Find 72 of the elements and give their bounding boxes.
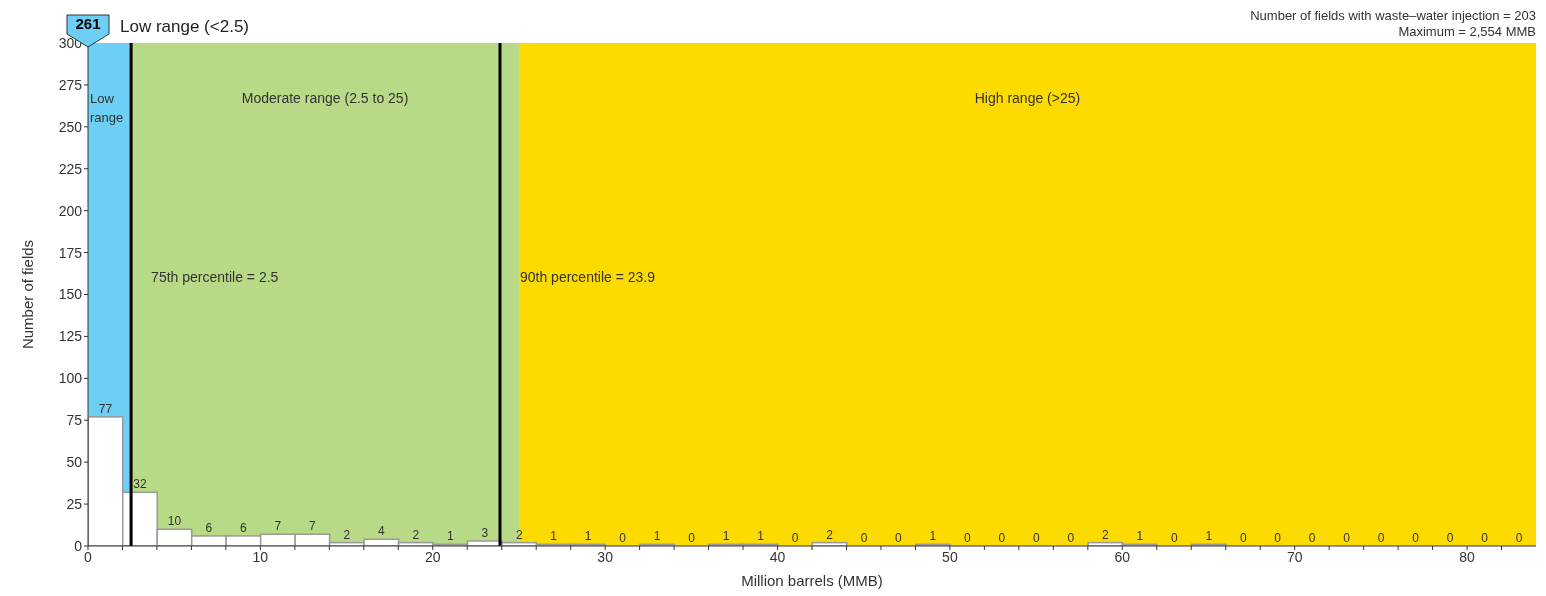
text: Low range (<2.5) (120, 17, 249, 37)
data-label: 0 (964, 531, 972, 545)
data-label: 0 (1308, 531, 1316, 545)
data-label: 0 (1343, 531, 1351, 545)
y-tick-label: 25 (66, 496, 83, 513)
y-tick-label: 200 (58, 202, 83, 219)
x-tick-label: 60 (1114, 548, 1131, 565)
x-tick-label: 50 (942, 548, 958, 565)
x-tick-label: 40 (769, 548, 786, 565)
data-label: 6 (205, 520, 213, 535)
data-label: 4 (377, 524, 385, 539)
y-tick-label: 50 (66, 454, 83, 471)
text: Number of fields with waste–water injection = 203 (1250, 8, 1536, 24)
x-tick-label: 70 (1286, 548, 1303, 565)
data-label: 1 (446, 529, 454, 544)
data-label: 0 (1033, 531, 1041, 545)
x-tick-label: 30 (597, 548, 614, 565)
data-label: 0 (1446, 531, 1454, 545)
data-label: 0 (1481, 531, 1489, 545)
ref-line-label: 90th percentile = 23.9 (519, 268, 656, 285)
data-label: 1 (653, 529, 661, 544)
y-tick-label: 125 (58, 328, 83, 345)
y-tick-label: 75 (66, 412, 83, 429)
data-label: 2 (1101, 527, 1109, 542)
data-label: 0 (895, 531, 903, 545)
data-label: 6 (240, 520, 248, 535)
x-tick-label: 80 (1459, 548, 1476, 565)
y-tick-label: 175 (58, 244, 83, 261)
data-label: 2 (515, 527, 523, 542)
data-label: 0 (791, 531, 799, 545)
data-label: 0 (1274, 531, 1282, 545)
text: Maximum = 2,554 MMB (1397, 24, 1536, 40)
data-label: 0 (1377, 531, 1385, 545)
y-tick-label: 100 (58, 370, 83, 387)
data-label: 1 (584, 529, 592, 544)
data-label: 0 (860, 531, 868, 545)
data-label: 0 (1170, 531, 1178, 545)
band-label: Low range (90, 91, 124, 125)
x-tick-label: 10 (252, 548, 269, 565)
ref-line-label: 75th percentile = 2.5 (151, 268, 279, 285)
data-label: 0 (998, 531, 1006, 545)
data-label: 1 (550, 529, 558, 544)
data-label: 0 (688, 531, 696, 545)
data-label: 0 (619, 531, 627, 545)
data-label: 1 (1136, 529, 1144, 544)
data-label: 7 (274, 519, 282, 534)
data-label: 1 (929, 529, 937, 544)
data-label: 2 (826, 527, 834, 542)
band-label: High range (>25) (974, 90, 1081, 106)
x-axis-title: Million barrels (MMB) (741, 572, 883, 589)
data-label: 1 (1205, 529, 1213, 544)
y-tick-label: 225 (58, 160, 83, 177)
data-label: 32 (133, 477, 147, 492)
data-label: 1 (757, 529, 765, 544)
y-tick-label: 250 (58, 118, 83, 135)
data-label: 10 (167, 514, 182, 529)
y-tick-label: 150 (58, 286, 83, 303)
y-tick-label: 275 (58, 76, 83, 93)
y-axis-title: Number of fields (19, 239, 37, 350)
data-label: 0 (1067, 531, 1075, 545)
data-label: 3 (481, 525, 489, 540)
data-label: 1 (722, 529, 730, 544)
data-label: 0 (1515, 531, 1523, 545)
data-label: 77 (98, 401, 113, 416)
data-label: 2 (343, 527, 351, 542)
data-label: 7 (309, 519, 317, 534)
data-label: 0 (1239, 531, 1247, 545)
band-label: Moderate range (2.5 to 25) (241, 90, 409, 106)
x-tick-label: 20 (424, 548, 441, 565)
data-label: 2 (412, 527, 420, 542)
data-label: 0 (1412, 531, 1420, 545)
y-tick-label: 0 (74, 537, 83, 554)
